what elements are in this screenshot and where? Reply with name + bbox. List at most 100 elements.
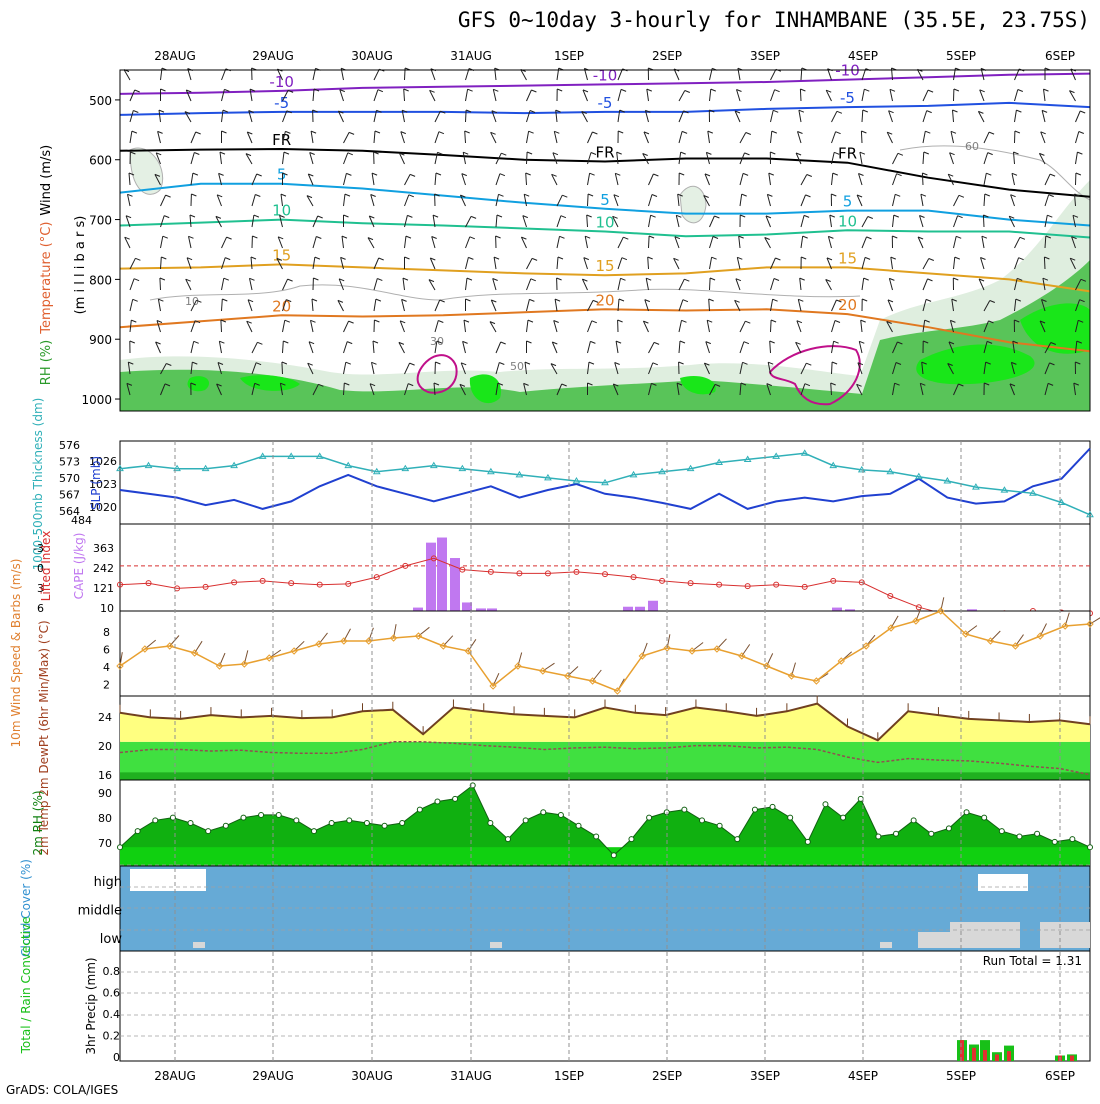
wind-barb (832, 362, 833, 374)
date-label-top: 3SEP (750, 49, 780, 63)
isotherm-label: 15 (272, 246, 291, 264)
date-label-bottom: 2SEP (652, 1069, 682, 1083)
date-label-top: 5SEP (946, 49, 976, 63)
rh-point (929, 831, 934, 836)
cape-bar (648, 601, 658, 611)
thickness-tick-label: 576 (59, 439, 80, 452)
isotherm-label: -5 (274, 94, 289, 112)
cape-bar (413, 608, 423, 611)
date-label-top: 2SEP (652, 49, 682, 63)
cape-frame (120, 524, 1090, 611)
isotherm-label: 10 (595, 214, 614, 232)
rh-point (1052, 839, 1057, 844)
rh-ylabel: 2m RH (%) (31, 790, 45, 855)
dewpt-low-band (120, 772, 1090, 780)
rh-contour-label: 60 (965, 140, 979, 153)
cape-bar (635, 607, 645, 611)
cloud-low-block (1040, 922, 1090, 948)
date-label-bottom: 5SEP (946, 1069, 976, 1083)
isotherm-label: -5 (598, 94, 613, 112)
cape-bar (623, 607, 633, 611)
pressure-tick-label: 600 (89, 154, 112, 168)
rh-point (576, 823, 581, 828)
wind-barb (221, 320, 222, 332)
isotherm-label: FR (838, 145, 857, 163)
rh-point (876, 834, 881, 839)
rh-point (294, 818, 299, 823)
precip-conv-bar (995, 1054, 999, 1061)
ylabel-part: Temperature (°C) (39, 222, 54, 335)
precip-conv-bar (1007, 1051, 1011, 1061)
cape-bar (437, 538, 447, 611)
pressure-tick-label: 500 (89, 94, 112, 108)
credit-label: GrADS: COLA/IGES (6, 1083, 118, 1097)
isotherm-label: -10 (835, 62, 860, 80)
temp-tick-label: 16 (98, 769, 112, 782)
isotherm-label: 20 (595, 291, 614, 309)
rh-point (841, 815, 846, 820)
pressure-tick-label: 900 (89, 333, 112, 347)
thickness-tick-label: 573 (59, 456, 80, 469)
rh-contour-grey (680, 186, 706, 223)
date-label-bottom: 3SEP (750, 1069, 780, 1083)
precip-tick-label: 0.2 (103, 1030, 121, 1043)
date-label-bottom: 30AUG (351, 1069, 393, 1083)
precip-ylabel: 3hr Precip (mm) (84, 957, 98, 1054)
rh-point (894, 831, 899, 836)
cape-tick-label: 363 (93, 542, 114, 555)
precip-tick-label: 0.8 (103, 965, 121, 978)
rh-point (788, 815, 793, 820)
precip-tick-label: 0 (113, 1051, 120, 1064)
pressure-tick-label: 800 (89, 273, 112, 287)
rh-point (347, 818, 352, 823)
rh-point (999, 829, 1004, 834)
cloud-high-block (130, 869, 206, 891)
rh-point (364, 821, 369, 826)
isotherm-label: 15 (595, 257, 614, 275)
rh-point (823, 802, 828, 807)
isotherm-label: 20 (838, 296, 857, 314)
rh-point (259, 812, 264, 817)
wind-tick-label: 4 (103, 661, 110, 674)
rh-point (541, 810, 546, 815)
li-ylabel: Lifted Index (39, 531, 53, 602)
isotherm-label: -10 (269, 73, 294, 91)
rh-point (752, 807, 757, 812)
isotherm-label: 10 (838, 212, 857, 230)
cloud-low-block (880, 942, 892, 948)
isotherm-label: -10 (593, 66, 618, 84)
rh-point (594, 834, 599, 839)
rh-point (1070, 837, 1075, 842)
wind-barb (160, 278, 161, 290)
cape-tick-label: 242 (93, 562, 114, 575)
rh-point (805, 839, 810, 844)
rh-point (558, 812, 563, 817)
rh-point (611, 853, 616, 858)
rh-point (523, 818, 528, 823)
cloud-low-block (193, 942, 205, 948)
temp-tick-label: 24 (98, 711, 112, 724)
date-label-bottom: 6SEP (1045, 1069, 1075, 1083)
thickness-tick-label: 567 (59, 489, 80, 502)
chart-title: GFS 0~10day 3-hourly for INHAMBANE (35.5… (300, 8, 1090, 32)
cloud-layer-label: high (94, 875, 122, 890)
wind-tick-label: 8 (103, 626, 110, 639)
isotherm-label: 5 (277, 166, 287, 184)
pressure-tick-label: 1000 (81, 393, 112, 407)
precip-run-total: Run Total = 1.31 (983, 954, 1082, 968)
rh-point (153, 818, 158, 823)
rh-point (276, 812, 281, 817)
pressure-tick-label: 700 (89, 214, 112, 228)
isotherm-label: 15 (838, 249, 857, 267)
precip-conv-bar (1070, 1056, 1074, 1062)
precip-tick-label: 0.4 (103, 1008, 121, 1021)
cloud-low-block (490, 942, 502, 948)
cape-bar (450, 558, 460, 611)
rh-point (382, 823, 387, 828)
rh-point (206, 829, 211, 834)
wind-tick-label: 6 (103, 644, 110, 657)
rh-contour-label: 50 (510, 360, 524, 373)
wind-frame (120, 611, 1090, 696)
date-label-bottom: 31AUG (450, 1069, 492, 1083)
